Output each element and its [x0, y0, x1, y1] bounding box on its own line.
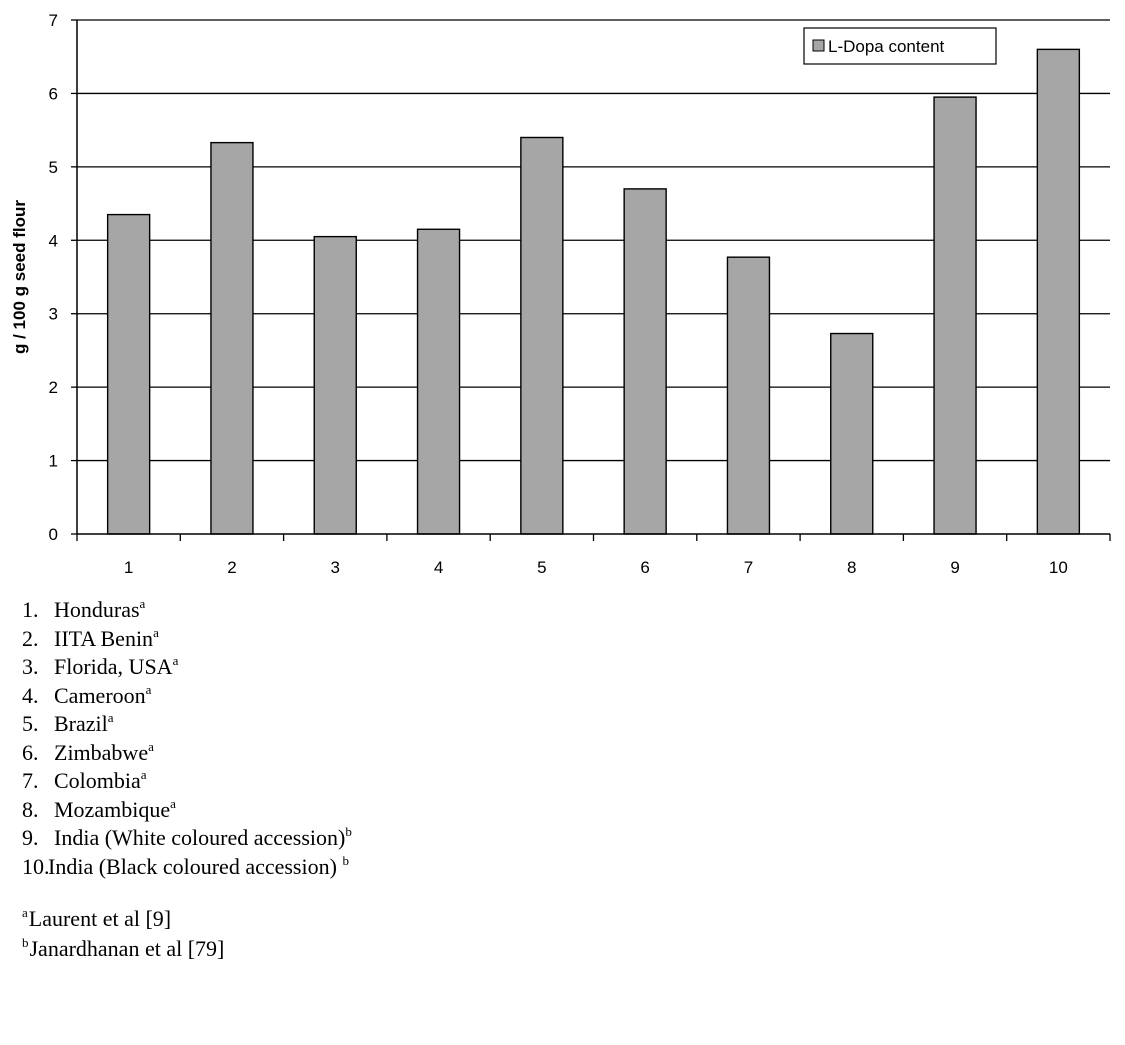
bars	[106, 48, 1081, 535]
key-item-label: India (White coloured accession)	[54, 825, 346, 850]
x-tick-labels: 1 2 3 4 5 6 7 8 9 10	[76, 534, 1111, 577]
y-tick-label: 6	[49, 84, 58, 103]
key-item: 3. Florida, USAa	[22, 653, 352, 682]
x-tick-label: 3	[331, 558, 340, 577]
x-tick-label: 10	[1049, 558, 1068, 577]
key-item-source-marker: b	[345, 824, 352, 839]
reference-marker: a	[22, 905, 28, 920]
legend-label: L-Dopa content	[828, 37, 945, 56]
x-tick-label: 5	[537, 558, 546, 577]
bar-5	[520, 136, 564, 535]
key-item-label: IITA Benin	[54, 625, 154, 651]
key-item: 4. Cameroona	[22, 682, 352, 711]
bar-10	[1036, 48, 1081, 535]
bar-2	[210, 141, 254, 535]
reference-marker: b	[22, 935, 29, 950]
key-item-number: 2.	[22, 625, 39, 651]
key-item-label: Colombia	[54, 768, 141, 793]
y-tick-label: 0	[49, 525, 58, 544]
legend: L-Dopa content	[803, 27, 997, 65]
key-item-number: 10.	[22, 853, 50, 879]
bar-8	[830, 332, 874, 535]
key-item: 7. Colombiaa	[22, 767, 352, 796]
key-item-label: Brazil	[54, 711, 108, 736]
bar-6	[623, 188, 667, 535]
x-tick-label: 2	[227, 558, 236, 577]
legend-swatch	[812, 39, 825, 52]
key-item-label: India (Black coloured accession)	[48, 853, 343, 879]
bar-3	[313, 235, 357, 535]
bar-9	[933, 96, 977, 535]
reference-text: Janardhanan et al [79]	[29, 936, 225, 961]
key-item-source-marker: a	[153, 624, 159, 640]
key-item: 5. Brazila	[22, 710, 352, 739]
key-item-label: Florida, USA	[54, 654, 173, 679]
x-tick-label: 1	[124, 558, 133, 577]
key-item-number: 3.	[22, 654, 39, 679]
y-tick-label: 7	[49, 11, 58, 30]
key-item-label: Honduras	[54, 597, 140, 622]
key-item-label: Mozambique	[54, 796, 171, 822]
y-tick-labels: 0 1 2 3 4 5 6 7	[49, 11, 77, 544]
reference-item: aLaurent et al [9]	[22, 904, 224, 934]
bar-chart: 0 1 2 3 4 5 6 7 1 2 3 4 5 6 7 8 9 10 g / 100 g seed flou…	[10, 11, 1111, 577]
references: aLaurent et al [9] bJanardhanan et al [79…	[22, 904, 224, 964]
key-item: 8. Mozambiquea	[22, 796, 352, 825]
x-tick-label: 7	[744, 558, 753, 577]
x-tick-label: 8	[847, 558, 856, 577]
x-tick-label: 6	[640, 558, 649, 577]
key-item-number: 7.	[22, 768, 39, 793]
key-item-number: 9.	[22, 825, 39, 850]
y-tick-label: 1	[49, 452, 58, 471]
key-item-source-marker: a	[148, 738, 154, 754]
y-tick-label: 5	[49, 158, 58, 177]
y-axis-label: g / 100 g seed flour	[10, 200, 29, 354]
reference-text: Laurent et al [9]	[28, 906, 172, 931]
x-tick-label: 4	[434, 558, 443, 577]
key-item: 9. India (White coloured accession)b	[22, 824, 352, 853]
y-tick-label: 4	[49, 231, 58, 250]
key-item-number: 8.	[22, 796, 39, 822]
key-item-label: Zimbabwe	[54, 739, 149, 765]
key-item: 6. Zimbabwea	[22, 739, 352, 768]
key-item-source-marker: a	[139, 596, 146, 611]
key-item-source-marker: a	[107, 710, 114, 725]
key-item-label: Cameroon	[54, 682, 146, 708]
key-item-number: 6.	[22, 739, 39, 765]
bar-1	[106, 213, 151, 535]
key-item-source-marker: a	[140, 767, 147, 782]
legend-box	[803, 27, 997, 65]
key-item-number: 4.	[22, 682, 39, 708]
key-item: 10.India (Black coloured accession) b	[22, 853, 352, 882]
key-item-source-marker: a	[172, 653, 179, 668]
x-tick-label: 9	[950, 558, 959, 577]
bar-7	[726, 256, 771, 535]
key-item: 1. Hondurasa	[22, 596, 352, 625]
key-item-source-marker: a	[170, 795, 176, 811]
category-key-list: 1. Hondurasa 2. IITA Benina 3. Florida, USAa 4…	[22, 596, 352, 881]
key-item-source-marker: b	[342, 852, 349, 868]
y-tick-label: 3	[49, 305, 58, 324]
key-item-number: 5.	[22, 711, 39, 736]
bar-4	[416, 228, 461, 535]
y-tick-label: 2	[49, 378, 58, 397]
key-item-number: 1.	[22, 597, 39, 622]
key-item: 2. IITA Benina	[22, 625, 352, 654]
reference-item: bJanardhanan et al [79]	[22, 934, 224, 964]
key-item-source-marker: a	[145, 681, 152, 697]
